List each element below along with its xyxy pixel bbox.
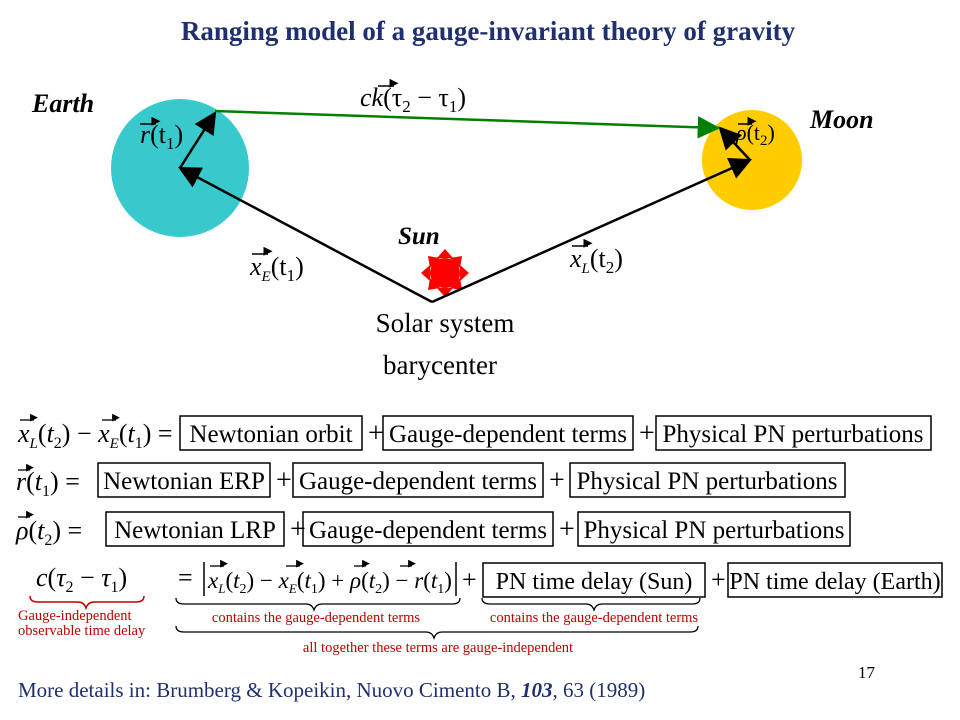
svg-text:ρ(t2) =: ρ(t2) = bbox=[15, 516, 82, 549]
underbrace-3 bbox=[175, 625, 699, 641]
equation-1: xL(t2) − xE(t1) = Newtonian orbit + Gaug… bbox=[17, 413, 932, 452]
eq2-term-3: Physical PN perturbations bbox=[576, 468, 837, 495]
svg-text:r(t1): r(t1) bbox=[140, 120, 183, 153]
eq4-box-2 bbox=[727, 562, 943, 598]
eq1-term-1: Newtonian orbit bbox=[189, 421, 352, 448]
svg-text:xL(t2) − xE(t1) + ρ(t2) − r(t1: xL(t2) − xE(t1) + ρ(t2) − r(t1) bbox=[207, 568, 452, 597]
eq2-box-1 bbox=[97, 462, 271, 498]
svg-text:+: + bbox=[368, 418, 384, 449]
all-together-label: all together these terms are gauge-indep… bbox=[303, 640, 573, 656]
eq3-term-1: Newtonian LRP bbox=[114, 517, 276, 544]
barycenter-label-line1: Solar system bbox=[376, 308, 515, 338]
svg-text:+: + bbox=[549, 465, 565, 496]
light-time-label: ck(τ2 − τ1) bbox=[360, 78, 466, 116]
earth-label: Earth bbox=[31, 89, 94, 118]
eq3-term-2: Gauge-dependent terms bbox=[309, 517, 547, 544]
page-number: 17 bbox=[858, 663, 876, 682]
sun-label: Sun bbox=[398, 223, 440, 250]
moon-reflector-arrow bbox=[718, 126, 751, 161]
contains-label-1: contains the gauge-dependent terms bbox=[212, 610, 421, 626]
earth-station-arrow bbox=[178, 111, 217, 169]
gauge-independent-label-2: observable time delay bbox=[18, 623, 146, 639]
eq3-box-2 bbox=[302, 511, 554, 547]
eq4-box-1 bbox=[482, 562, 706, 598]
sun-icon bbox=[421, 249, 469, 297]
svg-text:r(t1) =: r(t1) = bbox=[16, 467, 80, 500]
light-ray-arrow bbox=[214, 109, 721, 139]
moon-position-arrow bbox=[431, 157, 753, 304]
earth-position-arrow bbox=[178, 166, 433, 304]
svg-text:xE(t1): xE(t1) bbox=[249, 252, 304, 285]
svg-text:c(τ2 − τ1): c(τ2 − τ1) bbox=[36, 563, 127, 596]
eq2-box-3 bbox=[569, 462, 846, 498]
underbrace-2 bbox=[481, 597, 701, 613]
svg-text:+: + bbox=[711, 565, 726, 594]
equation-4: c(τ2 − τ1) = xL(t2) − xE(t1) + ρ(t2) − r… bbox=[18, 559, 943, 656]
eq4-term-1: PN time delay (Sun) bbox=[496, 569, 693, 595]
earth-r-label: r(t1) bbox=[140, 116, 183, 153]
svg-text:ρ(t2): ρ(t2) bbox=[735, 120, 775, 149]
gauge-independent-label-1: Gauge-independent bbox=[18, 608, 132, 624]
svg-text:xL(t2): xL(t2) bbox=[569, 244, 623, 277]
eq2-term-2: Gauge-dependent terms bbox=[299, 468, 537, 495]
svg-text:+: + bbox=[462, 565, 477, 594]
slide-title: Ranging model of a gauge-invariant theor… bbox=[181, 16, 796, 46]
svg-text:ck(τ2 − τ1): ck(τ2 − τ1) bbox=[360, 83, 466, 116]
svg-text:+: + bbox=[290, 514, 306, 545]
eq1-term-2: Gauge-dependent terms bbox=[389, 421, 627, 448]
svg-text:+: + bbox=[639, 418, 655, 449]
lhs-underbrace bbox=[29, 595, 145, 611]
footer-reference: More details in: Brumberg & Kopeikin, Nu… bbox=[18, 678, 645, 702]
equation-3: ρ(t2) = Newtonian LRP + Gauge-dependent … bbox=[15, 510, 851, 549]
eq3-term-3: Physical PN perturbations bbox=[583, 517, 844, 544]
xL-label: xL(t2) bbox=[569, 238, 623, 277]
svg-text:=: = bbox=[178, 563, 193, 592]
moon-label: Moon bbox=[809, 105, 874, 134]
equation-2: r(t1) = Newtonian ERP + Gauge-dependent … bbox=[16, 462, 846, 500]
eq1-box-1 bbox=[179, 415, 363, 451]
eq1-term-3: Physical PN perturbations bbox=[662, 421, 923, 448]
svg-text:+: + bbox=[276, 465, 292, 496]
moon-rho-label: ρ(t2) bbox=[735, 116, 775, 149]
eq3-box-1 bbox=[105, 511, 285, 547]
eq2-term-1: Newtonian ERP bbox=[103, 468, 265, 495]
svg-text:+: + bbox=[559, 514, 575, 545]
barycenter-label-line2: barycenter bbox=[383, 350, 497, 380]
contains-label-2: contains the gauge-dependent terms bbox=[490, 610, 699, 626]
svg-text:xL(t2) − xE(t1) =: xL(t2) − xE(t1) = bbox=[17, 419, 173, 452]
eq4-term-2: PN time delay (Earth) bbox=[729, 569, 940, 595]
underbrace-1 bbox=[175, 597, 461, 613]
eq1-box-2 bbox=[382, 415, 634, 451]
eq3-box-3 bbox=[577, 511, 851, 547]
eq1-box-3 bbox=[655, 415, 932, 451]
xE-label: xE(t1) bbox=[249, 246, 304, 285]
eq2-box-2 bbox=[292, 462, 544, 498]
